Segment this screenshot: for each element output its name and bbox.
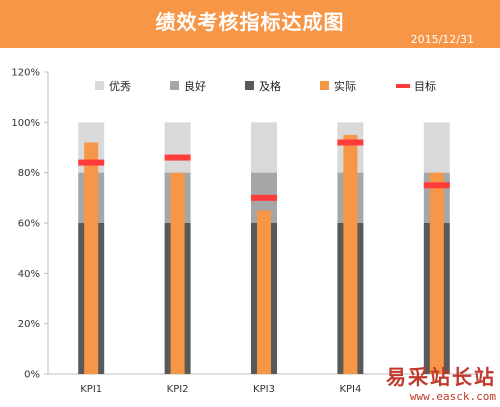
legend-swatch <box>396 84 410 88</box>
legend-swatch <box>245 81 254 90</box>
watermark-brand: 易采站长站 <box>386 365 496 389</box>
x-tick-label: KPI3 <box>253 384 275 395</box>
band-excellent <box>423 122 450 173</box>
x-tick-label: KPI2 <box>167 384 189 395</box>
legend-swatch <box>320 81 329 90</box>
chart-title: 绩效考核指标达成图 <box>155 10 345 34</box>
y-tick-label: 60% <box>18 219 40 230</box>
x-tick-label: KPI4 <box>339 384 361 395</box>
bullet-chart: 0% 20% 40% 60% 80% 100% 120% KPI1 KPI2 KPI3 KPI4 优秀… <box>11 68 480 395</box>
legend-label: 优秀 <box>109 80 131 93</box>
actual-bar <box>84 142 99 374</box>
y-tick-label: 20% <box>18 319 40 330</box>
legend-swatch <box>95 81 104 90</box>
actual-bar <box>170 172 185 374</box>
target-marker <box>78 159 105 166</box>
y-tick-label: 100% <box>11 118 40 129</box>
legend-label: 实际 <box>334 79 356 93</box>
y-tick-label: 120% <box>11 68 40 79</box>
target-marker <box>251 194 277 201</box>
legend-label: 目标 <box>414 79 436 93</box>
actual-bar <box>343 134 358 374</box>
target-marker <box>337 139 364 146</box>
y-tick-label: 80% <box>18 168 40 179</box>
band-excellent <box>251 122 277 173</box>
legend-label: 良好 <box>184 79 206 93</box>
band-excellent <box>164 122 191 173</box>
y-tick-label: 40% <box>18 269 40 280</box>
chart-header <box>0 0 500 48</box>
target-marker <box>164 154 191 161</box>
watermark: 易采站长站 www.easck.com <box>386 361 496 403</box>
y-tick-label: 0% <box>24 370 40 381</box>
chart-date: 2015/12/31 <box>410 33 474 46</box>
actual-bar <box>257 210 271 374</box>
legend-label: 及格 <box>259 79 281 93</box>
legend-swatch <box>170 81 179 90</box>
watermark-url: www.easck.com <box>409 390 496 403</box>
x-tick-label: KPI1 <box>80 384 102 395</box>
target-marker <box>423 182 450 189</box>
actual-bar <box>429 172 444 374</box>
